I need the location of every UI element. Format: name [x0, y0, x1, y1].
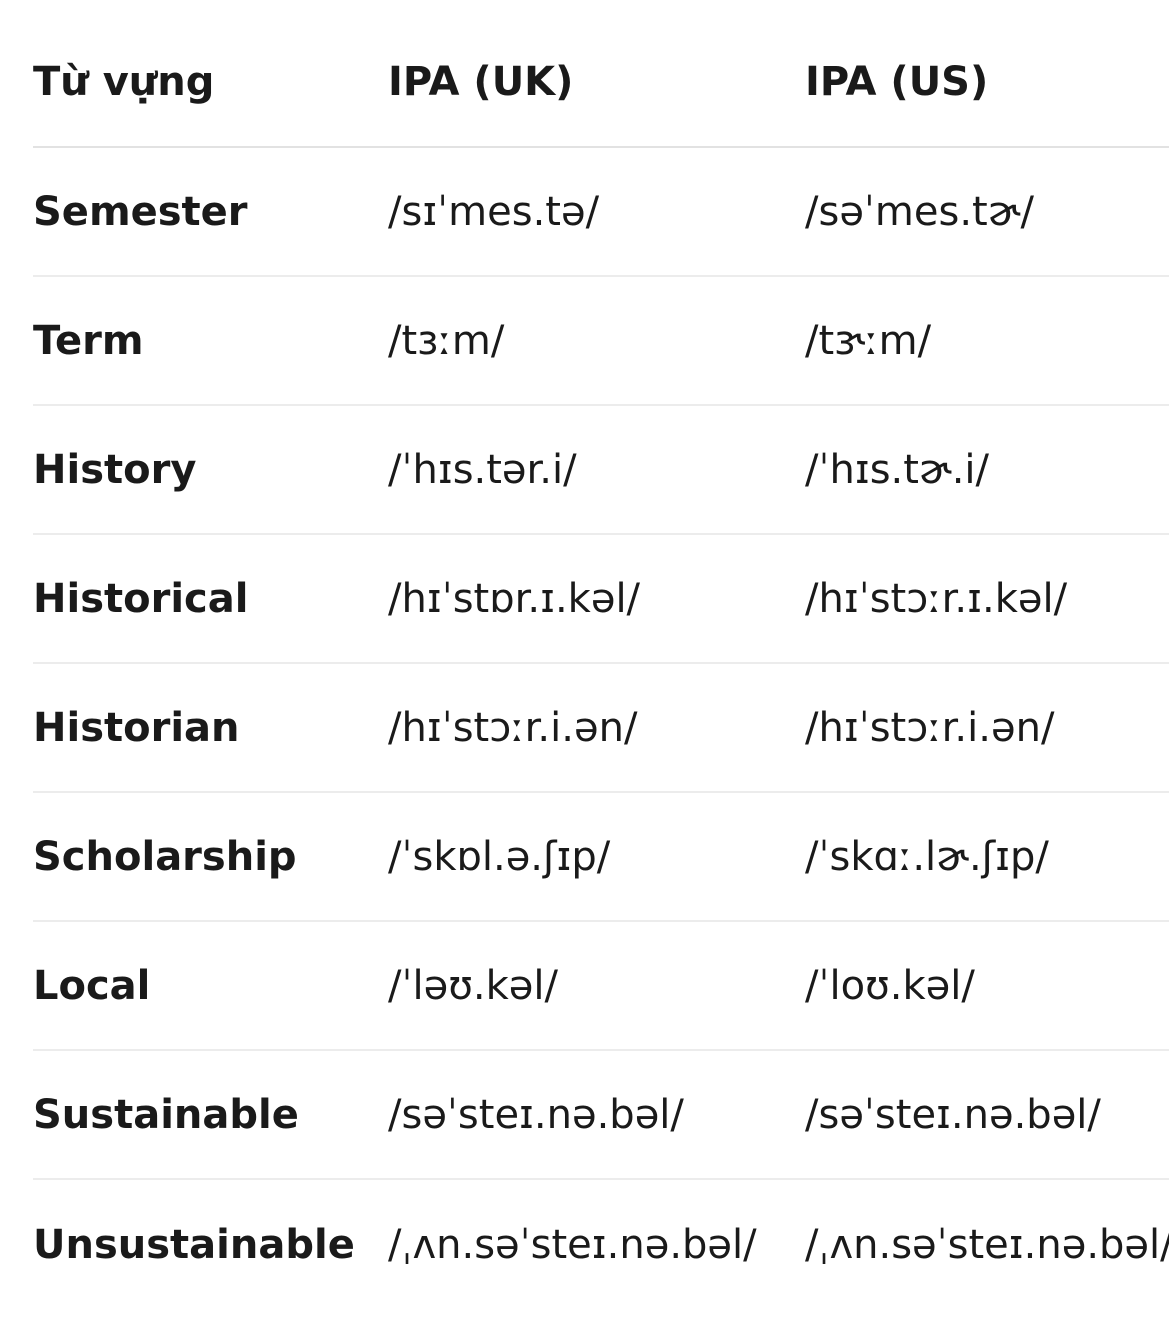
vocabulary-word: Scholarship — [33, 833, 297, 880]
table-header-row: Từ vựng IPA (UK) IPA (US) — [33, 18, 1169, 148]
header-ipa-uk: IPA (UK) — [388, 59, 574, 105]
ipa-uk: /ˈləʊ.kəl/ — [388, 962, 558, 1009]
ipa-us: /hɪˈstɔːr.i.ən/ — [805, 704, 1055, 751]
ipa-uk: /səˈsteɪ.nə.bəl/ — [388, 1091, 684, 1138]
table-row: Semester /sɪˈmes.tə/ /səˈmes.tɚ/ — [33, 148, 1169, 277]
ipa-uk: /hɪˈstɒr.ɪ.kəl/ — [388, 575, 641, 622]
table-row: Term /tɜːm/ /tɝːm/ — [33, 277, 1169, 406]
header-vocabulary: Từ vựng — [33, 59, 215, 105]
ipa-uk: /tɜːm/ — [388, 317, 505, 364]
ipa-uk: /hɪˈstɔːr.i.ən/ — [388, 704, 638, 751]
table-row: Unsustainable /ˌʌn.səˈsteɪ.nə.bəl/ /ˌʌn.… — [33, 1180, 1169, 1309]
ipa-us: /ˈloʊ.kəl/ — [805, 962, 975, 1009]
ipa-us: /səˈmes.tɚ/ — [805, 188, 1034, 235]
vocabulary-word: Term — [33, 317, 144, 364]
vocabulary-word: Sustainable — [33, 1091, 299, 1138]
ipa-uk: /ˌʌn.səˈsteɪ.nə.bəl/ — [388, 1221, 757, 1268]
ipa-us: /hɪˈstɔːr.ɪ.kəl/ — [805, 575, 1068, 622]
ipa-uk: /sɪˈmes.tə/ — [388, 188, 600, 235]
table-row: History /ˈhɪs.tər.i/ /ˈhɪs.tɚ.i/ — [33, 406, 1169, 535]
vocabulary-word: History — [33, 446, 197, 493]
vocabulary-word: Historical — [33, 575, 249, 622]
vocabulary-word: Semester — [33, 188, 248, 235]
ipa-us: /səˈsteɪ.nə.bəl/ — [805, 1091, 1101, 1138]
ipa-uk: /ˈhɪs.tər.i/ — [388, 446, 577, 493]
table-row: Local /ˈləʊ.kəl/ /ˈloʊ.kəl/ — [33, 922, 1169, 1051]
table-row: Sustainable /səˈsteɪ.nə.bəl/ /səˈsteɪ.nə… — [33, 1051, 1169, 1180]
vocabulary-word: Unsustainable — [33, 1221, 355, 1268]
table-row: Historian /hɪˈstɔːr.i.ən/ /hɪˈstɔːr.i.ən… — [33, 664, 1169, 793]
header-ipa-us: IPA (US) — [805, 59, 989, 105]
table-row: Scholarship /ˈskɒl.ə.ʃɪp/ /ˈskɑː.lɚ.ʃɪp/ — [33, 793, 1169, 922]
ipa-us: /ˈhɪs.tɚ.i/ — [805, 446, 990, 493]
table-row: Historical /hɪˈstɒr.ɪ.kəl/ /hɪˈstɔːr.ɪ.k… — [33, 535, 1169, 664]
vocabulary-ipa-table: Từ vựng IPA (UK) IPA (US) Semester /sɪˈm… — [33, 18, 1169, 1309]
vocabulary-word: Local — [33, 962, 151, 1009]
ipa-uk: /ˈskɒl.ə.ʃɪp/ — [388, 833, 611, 880]
vocabulary-word: Historian — [33, 704, 240, 751]
ipa-us: /tɝːm/ — [805, 317, 932, 364]
ipa-us: /ˈskɑː.lɚ.ʃɪp/ — [805, 833, 1049, 880]
ipa-us: /ˌʌn.səˈsteɪ.nə.bəl/ — [805, 1221, 1169, 1268]
